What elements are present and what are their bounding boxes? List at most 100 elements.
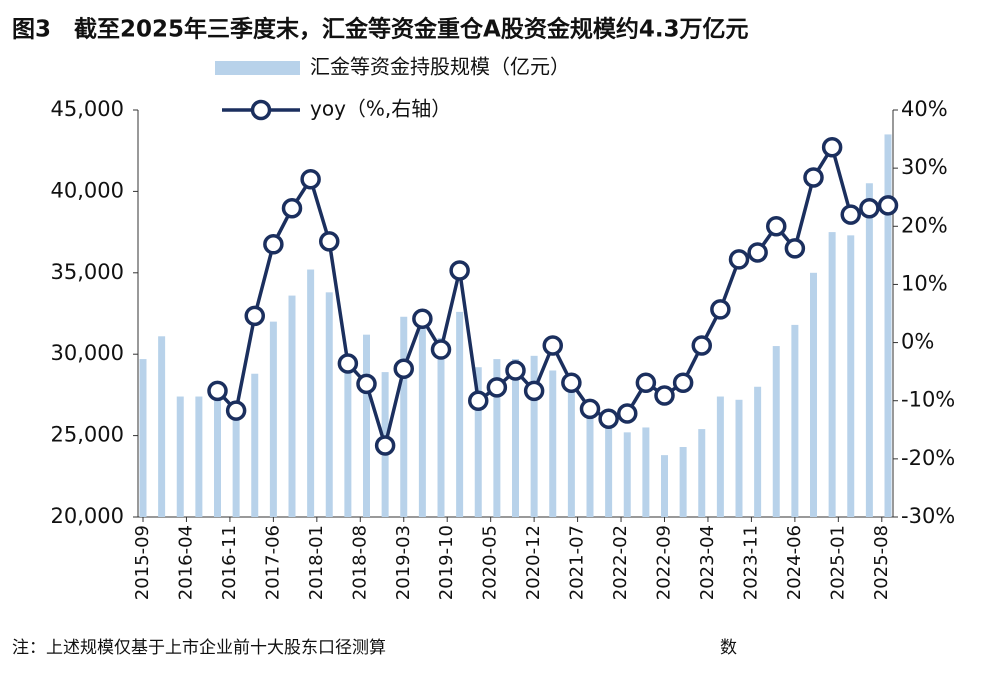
- bar: [493, 359, 501, 517]
- bar: [176, 396, 184, 517]
- line-marker: [598, 408, 619, 429]
- bar: [661, 455, 668, 517]
- y2-tick-label: -30%: [901, 504, 955, 528]
- x-tick-label: 2018-01: [306, 525, 327, 600]
- x-tick-label: 2022-09: [654, 525, 675, 600]
- bar: [418, 313, 426, 517]
- y2-tick-label: 20%: [901, 213, 948, 237]
- bar: [251, 373, 259, 517]
- y-tick-label: 35,000: [51, 260, 124, 284]
- x-tick-label: 2020-05: [480, 525, 501, 600]
- y-tick-label: 25,000: [51, 423, 124, 447]
- line-marker: [877, 195, 899, 216]
- line-marker: [710, 299, 731, 320]
- bar: [847, 235, 855, 517]
- bar: [791, 324, 799, 517]
- bar: [158, 336, 166, 517]
- line-marker: [803, 167, 824, 188]
- x-tick-label: 2023-04: [697, 525, 718, 600]
- x-tick-label: 2021-07: [567, 525, 588, 600]
- bar: [772, 346, 780, 517]
- line-marker: [672, 372, 694, 393]
- line-marker: [300, 168, 321, 190]
- bar: [139, 359, 147, 517]
- bar: [754, 386, 762, 517]
- y2-tick-label: 0%: [901, 330, 934, 354]
- y-tick-label: 45,000: [51, 97, 124, 121]
- x-tick-label: 2019-03: [393, 525, 414, 600]
- line-marker: [859, 198, 880, 219]
- bar: [269, 321, 277, 517]
- line-marker: [821, 136, 843, 158]
- bar: [679, 446, 687, 517]
- line-marker: [337, 353, 359, 374]
- x-tick-label: 2018-08: [349, 525, 370, 600]
- bar: [549, 370, 557, 517]
- y2-tick-label: -20%: [901, 446, 955, 470]
- line-marker: [766, 216, 787, 237]
- x-tick-label: 2016-11: [219, 525, 240, 600]
- line-marker: [691, 335, 712, 356]
- y-tick-label: 30,000: [51, 341, 124, 365]
- legend-label: 汇金等资金持股规模（亿元）: [310, 55, 570, 79]
- line-marker: [561, 372, 582, 393]
- line-marker: [393, 358, 414, 379]
- legend-swatch: [215, 61, 300, 75]
- x-tick-label: 2020-12: [523, 525, 544, 600]
- line-marker: [281, 198, 303, 219]
- x-tick-label: 2019-10: [436, 525, 457, 600]
- line-marker: [840, 204, 861, 225]
- line-marker: [468, 390, 489, 411]
- x-tick-label: 2015-09: [132, 525, 153, 600]
- line-marker: [523, 380, 545, 402]
- note: 注：上述规模仅基于上市企业前十大股东口径测算: [12, 638, 386, 658]
- bar: [307, 269, 315, 517]
- bar: [530, 355, 538, 517]
- x-tick-label: 2023-11: [740, 525, 761, 600]
- bar: [288, 295, 296, 517]
- bar: [623, 432, 631, 517]
- line-marker: [449, 260, 470, 281]
- bar: [456, 311, 464, 517]
- bar: [735, 399, 743, 517]
- bar: [605, 411, 613, 517]
- x-tick-label: 2017-06: [262, 525, 283, 600]
- legend-label: yoy（%,右轴）: [310, 97, 451, 121]
- bar: [363, 334, 370, 517]
- bar: [586, 403, 594, 517]
- legend-swatch: [250, 99, 272, 121]
- bar: [195, 396, 203, 517]
- bar: [865, 183, 873, 517]
- y2-tick-label: -10%: [901, 388, 955, 412]
- bar: [884, 134, 892, 518]
- line-marker: [747, 242, 768, 263]
- line-marker: [784, 238, 806, 259]
- line-marker: [654, 385, 675, 406]
- line-marker: [505, 360, 526, 381]
- bar: [214, 399, 221, 517]
- bar: [716, 396, 724, 517]
- y2-tick-label: 40%: [901, 97, 948, 121]
- line-marker: [635, 372, 657, 393]
- line-marker: [617, 403, 638, 424]
- x-tick-label: 2016-04: [175, 525, 196, 600]
- x-tick-label: 2022-02: [610, 525, 631, 600]
- line-marker: [225, 400, 247, 421]
- bar: [344, 370, 352, 517]
- y-tick-label: 20,000: [51, 504, 124, 528]
- line-marker: [486, 377, 508, 398]
- bar: [232, 411, 240, 517]
- x-tick-label: 2025-01: [827, 525, 848, 600]
- source: 数: [720, 638, 737, 658]
- bar: [474, 367, 482, 517]
- bar: [698, 429, 706, 517]
- bar: [828, 232, 836, 517]
- bar: [810, 272, 817, 517]
- bar: [512, 359, 519, 517]
- line-marker: [542, 335, 563, 356]
- y2-tick-label: 30%: [901, 155, 948, 179]
- line-marker: [430, 339, 452, 360]
- line-marker: [356, 373, 377, 395]
- bar: [400, 316, 408, 517]
- line-marker: [244, 305, 265, 327]
